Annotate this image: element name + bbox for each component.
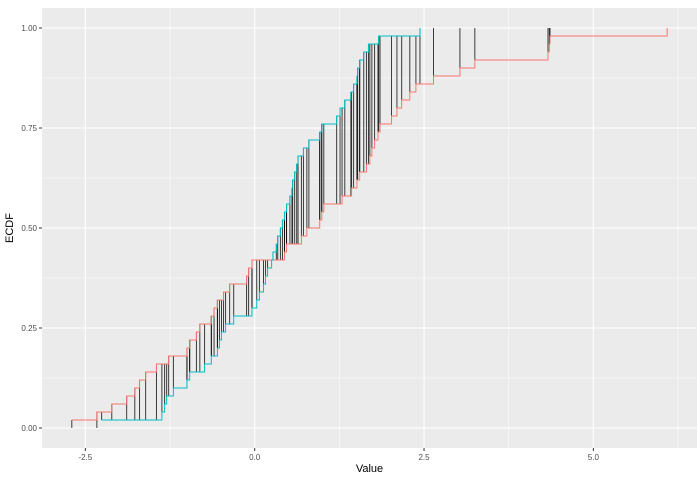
x-tick-label: -2.5 bbox=[78, 453, 92, 462]
difference-segments bbox=[71, 28, 551, 428]
y-tick-label: 0.00 bbox=[21, 424, 37, 433]
y-tick-label: 0.25 bbox=[21, 324, 37, 333]
x-axis: -2.5 0.0 2.5 5.0 bbox=[78, 448, 599, 462]
y-tick-label: 0.75 bbox=[21, 124, 37, 133]
x-tick-label: 5.0 bbox=[588, 453, 600, 462]
x-tick-label: 2.5 bbox=[418, 453, 430, 462]
x-tick-label: 0.0 bbox=[249, 453, 261, 462]
ecdf-lines bbox=[71, 28, 668, 421]
ecdf-line-red bbox=[71, 28, 668, 421]
y-tick-label: 1.00 bbox=[21, 24, 37, 33]
grid-lines bbox=[42, 8, 697, 448]
x-axis-title: Value bbox=[356, 463, 383, 475]
y-tick-label: 0.50 bbox=[21, 224, 37, 233]
y-axis: 0.00 0.25 0.50 0.75 1.00 bbox=[21, 24, 42, 433]
y-axis-title: ECDF bbox=[4, 213, 16, 243]
ecdf-line-cyan bbox=[101, 28, 421, 421]
